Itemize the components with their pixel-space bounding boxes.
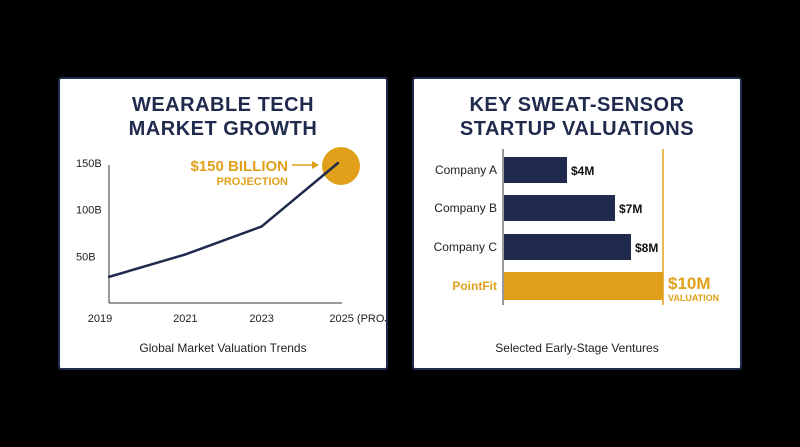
bar <box>504 195 615 221</box>
valuations-panel: KEY SWEAT-SENSOR STARTUP VALUATIONS Comp… <box>412 77 742 370</box>
projection-highlight-circle <box>322 147 360 185</box>
chart-title-line-1: WEARABLE TECH <box>131 94 315 116</box>
highlight-bar <box>504 272 663 300</box>
series-line <box>108 162 339 279</box>
value-label: $7M <box>619 202 642 216</box>
y-tick-label: 50B <box>76 251 96 263</box>
chart-caption: Global Market Valuation Trends <box>139 341 307 355</box>
bar <box>504 157 567 183</box>
chart-caption: Selected Early-Stage Ventures <box>495 341 659 355</box>
value-sub-label: VALUATION <box>668 293 719 303</box>
value-label: $10M <box>668 274 711 293</box>
data-point <box>260 225 263 228</box>
line-chart: 50B 100B 150B 2019 2021 2023 2025 (PROJ.) $150 … <box>76 147 386 325</box>
annotation-arrow-head <box>312 161 319 169</box>
bar-chart: Company A $4M Company B $7M Company C $8M Poin… <box>434 149 719 305</box>
bar <box>504 234 631 260</box>
chart-title-line-1: KEY SWEAT-SENSOR <box>469 94 685 116</box>
category-label: Company B <box>434 201 497 215</box>
annotation-main-label: $150 BILLION <box>190 158 288 175</box>
data-point <box>184 253 187 256</box>
x-tick-label: 2023 <box>249 313 273 325</box>
y-tick-label: 100B <box>76 205 102 217</box>
data-point <box>336 161 340 165</box>
value-label: $4M <box>571 164 594 178</box>
value-label: $8M <box>635 241 658 255</box>
x-tick-label: 2019 <box>88 313 112 325</box>
category-label: PointFit <box>452 279 497 293</box>
chart-title-line-2: STARTUP VALUATIONS <box>459 118 695 140</box>
x-tick-label: 2025 (PROJ.) <box>329 313 386 325</box>
annotation-sub-label: PROJECTION <box>216 176 288 188</box>
category-label: Company A <box>435 163 497 177</box>
chart-title-line-2: MARKET GROWTH <box>128 118 318 140</box>
y-tick-label: 150B <box>76 158 102 170</box>
x-tick-label: 2021 <box>173 313 197 325</box>
category-label: Company C <box>434 240 498 254</box>
market-growth-panel: WEARABLE TECH MARKET GROWTH 50B 100B 150B 2… <box>58 77 388 370</box>
data-point <box>107 275 111 279</box>
